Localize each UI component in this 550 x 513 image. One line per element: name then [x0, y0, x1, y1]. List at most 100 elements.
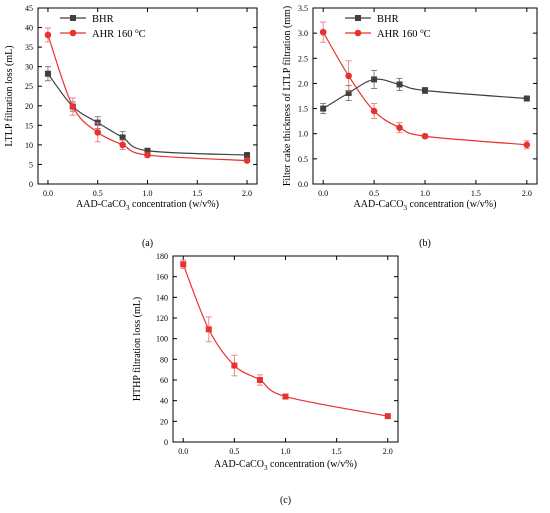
x-tick-label: 0.0: [318, 189, 328, 198]
x-axis-label-main: AAD-CaCO: [76, 199, 126, 210]
data-point: [94, 129, 102, 136]
panel-c: 0.0 0.5 1.0 1.5 2.0 0 20 40 60 80 100 120 140 160 180 A…: [132, 252, 399, 506]
data-point: [396, 124, 403, 131]
y-tick-label: 160: [156, 273, 168, 282]
x-axis-label-subscript: 3: [126, 204, 130, 212]
data-point: [319, 28, 327, 36]
legend-label: BHR: [92, 14, 114, 25]
data-point: [320, 105, 327, 112]
legend-label: AHR 160 oC: [92, 27, 146, 40]
legend-marker: [355, 15, 361, 21]
data-point: [384, 413, 391, 420]
data-point: [396, 81, 403, 88]
data-point: [345, 72, 352, 80]
y-tick-label: 0: [164, 438, 168, 447]
series-0: [180, 259, 391, 420]
legend-label-superscript: o: [135, 27, 139, 35]
x-tick-label: 0.5: [369, 189, 379, 198]
series-1: [44, 27, 251, 164]
x-tick-label: 0.5: [93, 189, 103, 198]
x-tick-label: 0.5: [229, 447, 239, 456]
y-axis-label: LTLP filtration loss (mL): [4, 45, 15, 146]
legend-marker: [354, 29, 362, 37]
y-tick-label: 0: [29, 180, 33, 189]
y-tick-label: 30: [25, 63, 33, 72]
legend-label: AHR 160 oC: [377, 27, 431, 40]
x-tick-label: 1.5: [471, 189, 481, 198]
legend: BHR AHR 160 oC: [345, 14, 431, 40]
y-tick-label: 1.5: [298, 105, 308, 114]
data-point: [231, 362, 238, 369]
data-point: [44, 31, 52, 39]
legend-label-main: AHR 160: [377, 29, 420, 40]
data-point: [205, 326, 212, 333]
y-tick-label: 5: [29, 160, 33, 169]
data-point: [69, 103, 77, 110]
series-line: [182, 264, 388, 417]
x-tick-label: 1.0: [420, 189, 430, 198]
y-tick-label: 40: [160, 397, 168, 406]
x-axis-label-subscript: 3: [264, 464, 268, 472]
panel-label: (b): [419, 238, 431, 249]
data-point: [422, 87, 428, 94]
data-point: [119, 134, 126, 141]
data-point: [180, 261, 187, 268]
x-axis-label-rest: concentration (w/v%): [407, 199, 496, 210]
y-tick-label: 0.0: [298, 180, 308, 189]
y-tick-label: 100: [156, 335, 168, 344]
data-point: [421, 132, 429, 140]
y-axis-label: HTHP filtration loss (mL): [132, 297, 143, 401]
y-tick-label: 180: [156, 252, 168, 261]
x-axis-label-rest: concentration (w/v%): [130, 199, 219, 210]
y-tick-label: 60: [160, 376, 168, 385]
data-point: [243, 157, 251, 164]
y-tick-label: 120: [156, 314, 168, 323]
x-axis-label-main: AAD-CaCO: [354, 199, 404, 210]
x-axis-label-subscript: 3: [404, 204, 408, 212]
y-tick-label: 3.5: [298, 4, 308, 13]
data-point: [523, 95, 530, 102]
data-point: [256, 377, 263, 383]
data-point: [345, 89, 352, 96]
y-axis-label: Filter cake thickness of LTLP filtration…: [282, 6, 293, 186]
y-tick-label: 1.0: [298, 130, 308, 139]
legend-label-unit: C: [424, 29, 431, 40]
legend-label-main: AHR 160: [92, 29, 135, 40]
data-point: [523, 141, 531, 149]
legend-label-unit: C: [139, 29, 146, 40]
y-tick-label: 0.5: [298, 155, 308, 164]
data-point: [371, 76, 378, 83]
y-tick-label: 10: [25, 141, 33, 150]
x-tick-label: 2.0: [242, 189, 252, 198]
y-tick-label: 80: [160, 355, 168, 364]
y-tick-label: 2.0: [298, 79, 308, 88]
legend-marker: [69, 29, 77, 37]
panel-b: 0.0 0.5 1.0 1.5 2.0 0.0 0.5 1.0 1.5 2.0 2.5 3.0 3.5 A…: [282, 4, 538, 249]
x-axis-label-rest: concentration (w/v%): [268, 459, 357, 470]
y-tick-label: 2.5: [298, 54, 308, 63]
y-tick-label: 15: [25, 121, 33, 130]
data-point: [119, 141, 126, 149]
y-tick-label: 140: [156, 293, 168, 302]
legend-label: BHR: [377, 14, 399, 25]
panel-label: (c): [280, 495, 291, 506]
plot-frame: [172, 255, 399, 443]
y-tick-label: 3.0: [298, 29, 308, 38]
series-0: [320, 69, 530, 115]
x-tick-label: 0.0: [43, 189, 53, 198]
data-point: [282, 393, 289, 400]
data-point: [44, 70, 51, 77]
y-tick-label: 40: [25, 24, 33, 33]
x-tick-label: 0.0: [178, 447, 188, 456]
series-1: [319, 21, 531, 150]
data-point: [144, 147, 151, 154]
y-tick-label: 20: [25, 102, 33, 111]
data-point: [244, 152, 251, 159]
x-axis-label: AAD-CaCO3 concentration (w/v%): [354, 199, 497, 212]
y-tick-label: 20: [160, 417, 168, 426]
x-tick-label: 1.0: [281, 447, 291, 456]
x-tick-label: 2.0: [522, 189, 532, 198]
x-axis-label: AAD-CaCO3 concentration (w/v%): [214, 459, 357, 472]
data-point: [144, 151, 151, 159]
